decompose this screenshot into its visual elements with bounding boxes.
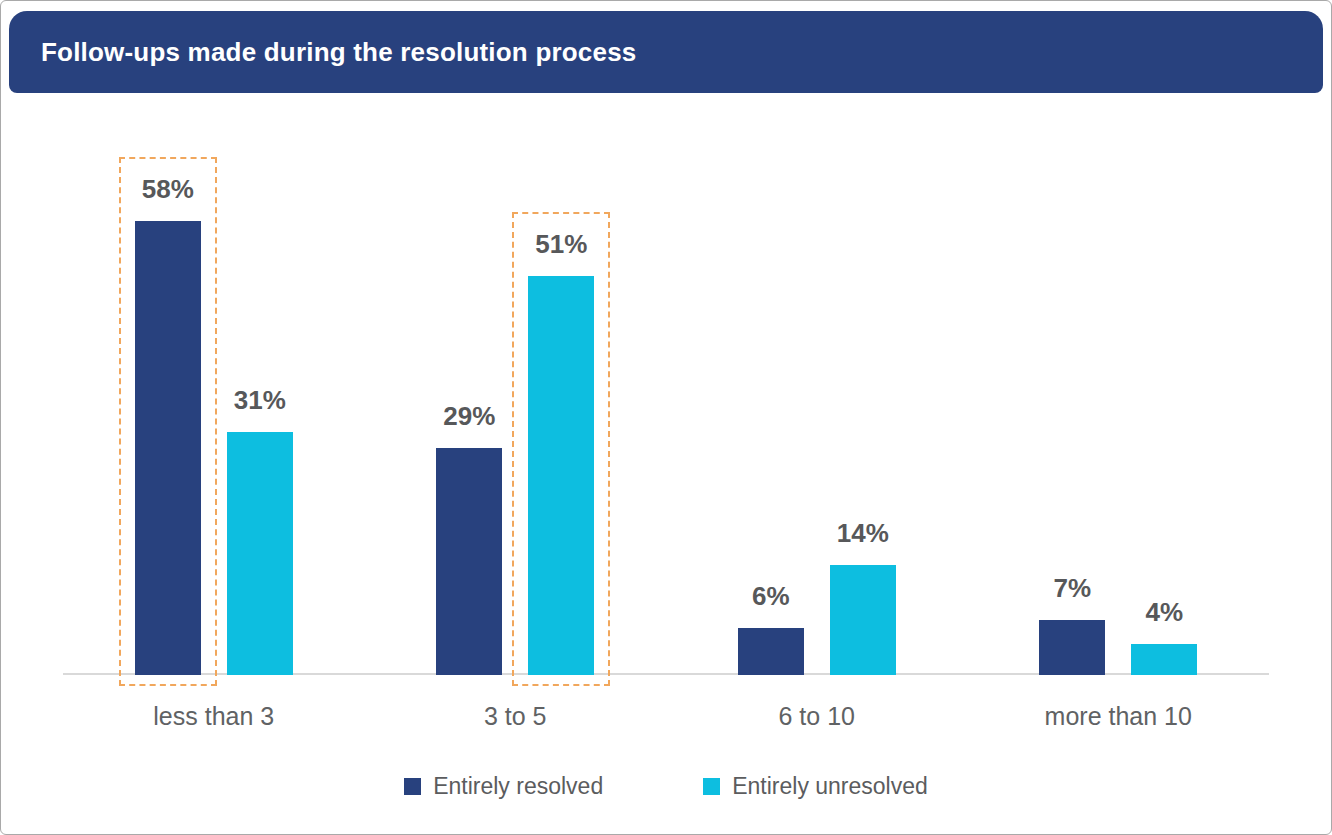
header-banner: Follow-ups made during the resolution pr…: [9, 11, 1323, 93]
bar-entirely-resolved: [1039, 620, 1105, 675]
bar-value-label: 14%: [837, 518, 889, 549]
legend-label-resolved: Entirely resolved: [433, 773, 603, 800]
bar-wrap-entirely-unresolved: 14%: [830, 518, 896, 675]
legend-item-unresolved: Entirely unresolved: [703, 773, 928, 800]
bar-wrap-entirely-unresolved: 4%: [1131, 597, 1197, 675]
bar-wrap-entirely-resolved: 6%: [738, 581, 804, 675]
category-group: 7%4%more than 10: [968, 121, 1270, 675]
legend-label-unresolved: Entirely unresolved: [732, 773, 928, 800]
bar-entirely-unresolved: [830, 565, 896, 675]
page-title: Follow-ups made during the resolution pr…: [9, 37, 637, 68]
bar-pair: 58% 31%: [135, 121, 293, 675]
bar-wrap-entirely-unresolved: 51%: [528, 229, 594, 675]
bar-pair: 29% 51%: [436, 121, 594, 675]
legend-item-resolved: Entirely resolved: [404, 773, 603, 800]
chart-card: Follow-ups made during the resolution pr…: [0, 0, 1332, 835]
bar-value-label: 6%: [752, 581, 790, 612]
category-label: more than 10: [908, 702, 1330, 731]
bar-entirely-unresolved: [227, 432, 293, 675]
bar-entirely-resolved: [135, 221, 201, 675]
bar-value-label: 29%: [443, 401, 495, 432]
bar-value-label: 7%: [1053, 573, 1091, 604]
chart-plot: 58%31%less than 329%51%3 to 56%14%6 to 1…: [63, 121, 1269, 675]
bar-entirely-unresolved: [528, 276, 594, 675]
bar-wrap-entirely-resolved: 58%: [135, 174, 201, 675]
category-group: 58%31%less than 3: [63, 121, 365, 675]
legend-swatch-unresolved-icon: [703, 778, 720, 795]
bar-entirely-resolved: [738, 628, 804, 675]
bar-entirely-resolved: [436, 448, 502, 675]
legend-swatch-resolved-icon: [404, 778, 421, 795]
bar-wrap-entirely-resolved: 7%: [1039, 573, 1105, 675]
bar-wrap-entirely-unresolved: 31%: [227, 385, 293, 675]
legend: Entirely resolved Entirely unresolved: [1, 773, 1331, 800]
bar-entirely-unresolved: [1131, 644, 1197, 675]
category-group: 29%51%3 to 5: [365, 121, 667, 675]
bar-value-label: 4%: [1145, 597, 1183, 628]
bar-pair: 7% 4%: [1039, 121, 1197, 675]
bar-wrap-entirely-resolved: 29%: [436, 401, 502, 675]
bar-value-label: 58%: [142, 174, 194, 205]
category-group: 6%14%6 to 10: [666, 121, 968, 675]
bar-value-label: 51%: [535, 229, 587, 260]
bar-value-label: 31%: [234, 385, 286, 416]
bar-pair: 6% 14%: [738, 121, 896, 675]
